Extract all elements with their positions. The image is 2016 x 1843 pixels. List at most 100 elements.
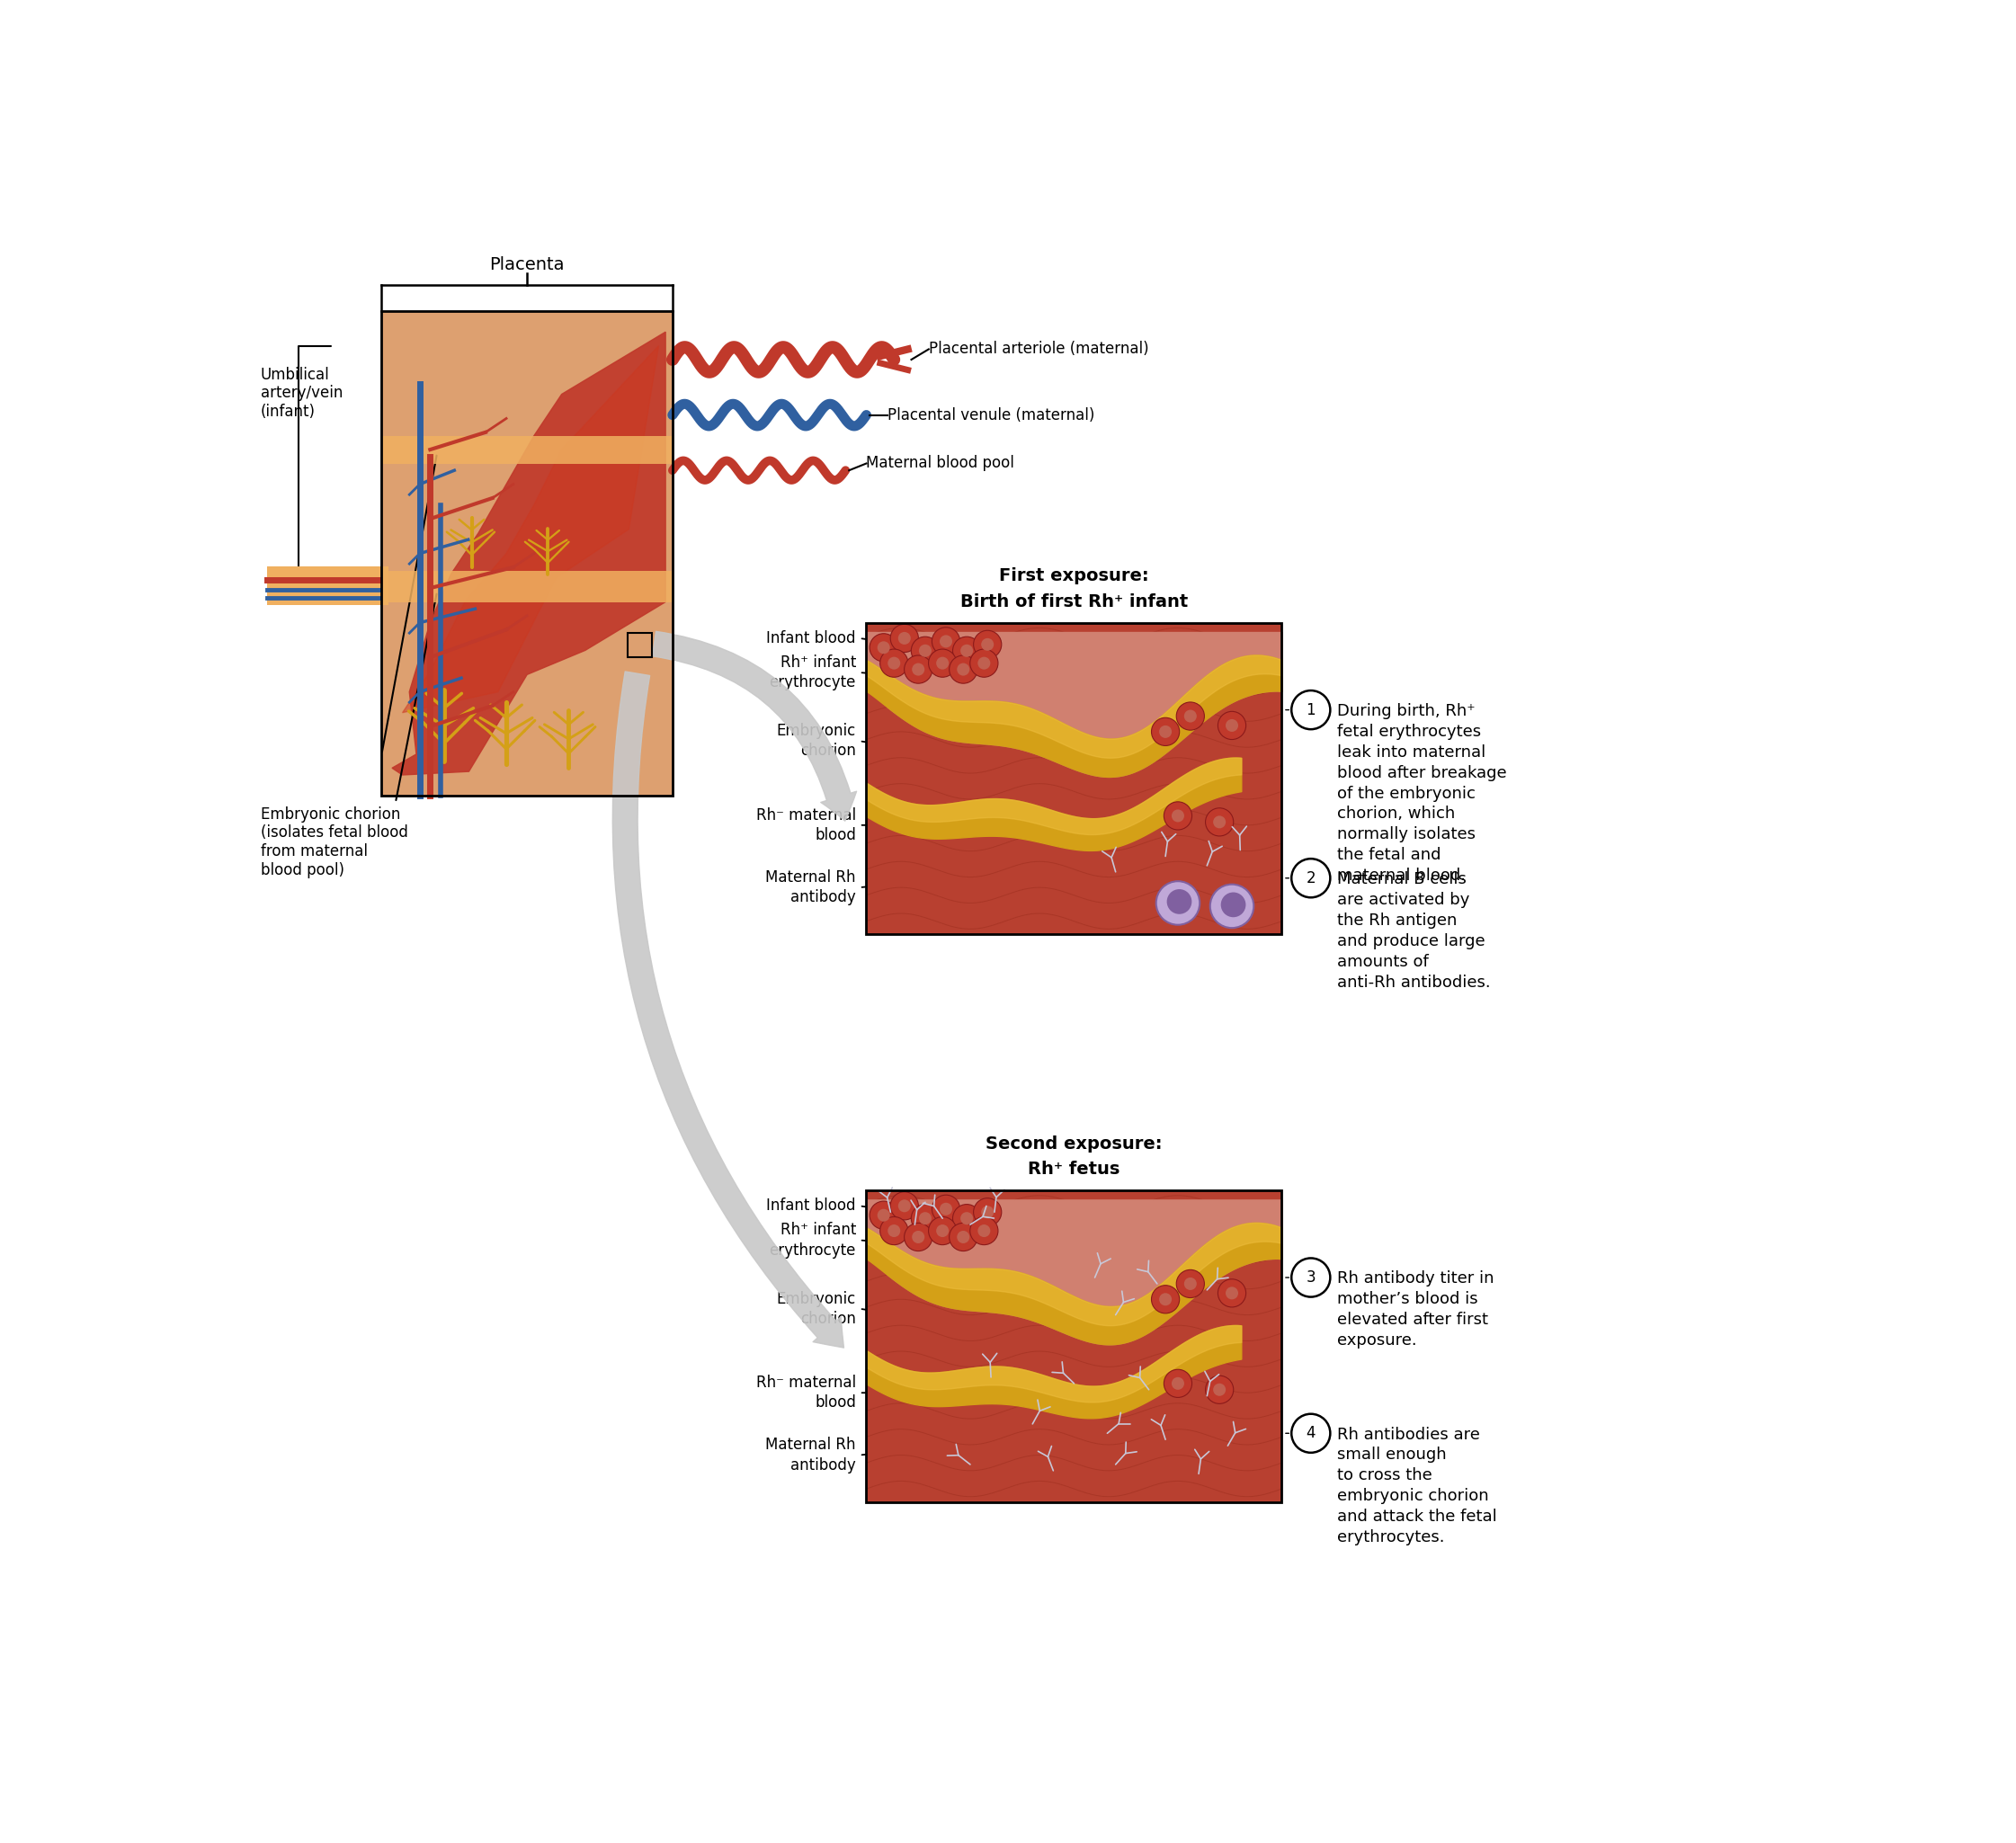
Text: Rh⁺ infant
erythrocyte: Rh⁺ infant erythrocyte (770, 1222, 857, 1259)
Text: Placental venule (maternal): Placental venule (maternal) (887, 407, 1095, 424)
Circle shape (1177, 1270, 1204, 1297)
Circle shape (982, 638, 994, 651)
Circle shape (970, 649, 998, 676)
Circle shape (905, 1224, 931, 1251)
Circle shape (1292, 1259, 1331, 1297)
Circle shape (1177, 702, 1204, 730)
Circle shape (958, 1231, 970, 1244)
Text: Rh⁻ maternal
blood: Rh⁻ maternal blood (756, 807, 857, 844)
Text: 2: 2 (1306, 870, 1316, 886)
Text: Infant blood: Infant blood (766, 630, 857, 647)
Text: Rh⁺ infant
erythrocyte: Rh⁺ infant erythrocyte (770, 654, 857, 691)
FancyBboxPatch shape (867, 623, 1282, 934)
Circle shape (950, 1224, 978, 1251)
FancyBboxPatch shape (381, 571, 673, 603)
Circle shape (931, 1194, 960, 1224)
Circle shape (1214, 816, 1226, 828)
Polygon shape (403, 346, 659, 713)
Circle shape (1183, 710, 1198, 722)
Circle shape (929, 1216, 956, 1244)
Circle shape (897, 1200, 911, 1213)
Circle shape (1292, 1414, 1331, 1452)
Text: Maternal Rh
antibody: Maternal Rh antibody (766, 1438, 857, 1473)
Circle shape (1206, 807, 1234, 837)
Circle shape (960, 645, 974, 656)
Circle shape (950, 656, 978, 684)
Circle shape (1163, 802, 1191, 829)
Text: First exposure:: First exposure: (1000, 568, 1149, 584)
Circle shape (877, 641, 889, 654)
Circle shape (891, 625, 919, 652)
Circle shape (1167, 888, 1191, 914)
Circle shape (1222, 892, 1246, 918)
FancyBboxPatch shape (381, 311, 673, 796)
Circle shape (911, 663, 925, 676)
Circle shape (881, 649, 907, 676)
Circle shape (887, 656, 901, 669)
Circle shape (1226, 719, 1238, 732)
Text: Maternal blood pool: Maternal blood pool (867, 455, 1014, 472)
Circle shape (935, 1224, 950, 1237)
Text: Umbilical
artery/vein
(infant): Umbilical artery/vein (infant) (260, 367, 343, 420)
Circle shape (1171, 809, 1183, 822)
Circle shape (1218, 1279, 1246, 1307)
Circle shape (1155, 881, 1200, 925)
Circle shape (919, 645, 931, 656)
Circle shape (1151, 1285, 1179, 1314)
Circle shape (935, 656, 950, 669)
Circle shape (911, 1203, 939, 1233)
Text: Embryonic
chorion: Embryonic chorion (776, 722, 857, 759)
FancyBboxPatch shape (381, 435, 673, 463)
Text: Embryonic chorion
(isolates fetal blood
from maternal
blood pool): Embryonic chorion (isolates fetal blood … (260, 805, 407, 879)
Circle shape (1218, 711, 1246, 739)
Circle shape (1171, 1377, 1183, 1390)
Text: Rh⁺ fetus: Rh⁺ fetus (1028, 1161, 1121, 1178)
FancyBboxPatch shape (627, 632, 651, 658)
Circle shape (877, 1209, 889, 1222)
Circle shape (1214, 1384, 1226, 1395)
Text: Rh⁻ maternal
blood: Rh⁻ maternal blood (756, 1375, 857, 1412)
Text: Placenta: Placenta (490, 256, 564, 273)
Circle shape (905, 656, 931, 684)
Circle shape (1292, 691, 1331, 730)
Text: Infant blood: Infant blood (766, 1198, 857, 1215)
Text: Maternal Rh
antibody: Maternal Rh antibody (766, 870, 857, 905)
Text: 3: 3 (1306, 1270, 1316, 1286)
Circle shape (931, 627, 960, 656)
Text: Embryonic
chorion: Embryonic chorion (776, 1290, 857, 1327)
Circle shape (897, 632, 911, 645)
Circle shape (939, 1203, 952, 1215)
Text: Rh antibodies are
small enough
to cross the
embryonic chorion
and attack the fet: Rh antibodies are small enough to cross … (1337, 1426, 1498, 1546)
Text: 4: 4 (1306, 1425, 1316, 1441)
Circle shape (982, 1205, 994, 1218)
Text: Birth of first Rh⁺ infant: Birth of first Rh⁺ infant (960, 593, 1187, 610)
Circle shape (1183, 1277, 1198, 1290)
Circle shape (1159, 726, 1171, 737)
Circle shape (887, 1224, 901, 1237)
Circle shape (954, 636, 980, 665)
Circle shape (974, 1198, 1002, 1226)
Circle shape (1206, 1375, 1234, 1404)
Circle shape (869, 1202, 897, 1229)
Circle shape (891, 1192, 919, 1220)
Polygon shape (391, 332, 665, 774)
Circle shape (978, 1224, 990, 1237)
FancyArrowPatch shape (653, 632, 857, 820)
Circle shape (1210, 885, 1254, 927)
Circle shape (970, 1216, 998, 1244)
Circle shape (919, 1213, 931, 1224)
Text: Maternal B cells
are activated by
the Rh antigen
and produce large
amounts of
an: Maternal B cells are activated by the Rh… (1337, 872, 1490, 990)
Circle shape (1163, 1369, 1191, 1397)
FancyBboxPatch shape (268, 566, 389, 605)
Circle shape (881, 1216, 907, 1244)
Text: Placental arteriole (maternal): Placental arteriole (maternal) (929, 341, 1149, 358)
Circle shape (1292, 859, 1331, 898)
Circle shape (1226, 1286, 1238, 1299)
Text: Second exposure:: Second exposure: (986, 1135, 1163, 1152)
Circle shape (958, 663, 970, 676)
Circle shape (978, 656, 990, 669)
FancyArrowPatch shape (613, 671, 845, 1347)
Circle shape (960, 1213, 974, 1224)
Circle shape (929, 649, 956, 676)
Circle shape (939, 636, 952, 647)
